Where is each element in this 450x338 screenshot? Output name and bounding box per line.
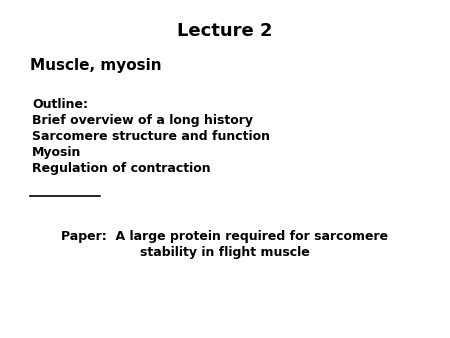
Text: stability in flight muscle: stability in flight muscle xyxy=(140,246,310,259)
Text: Paper:  A large protein required for sarcomere: Paper: A large protein required for sarc… xyxy=(62,230,388,243)
Text: Outline:: Outline: xyxy=(32,98,88,111)
Text: Muscle, myosin: Muscle, myosin xyxy=(30,58,162,73)
Text: Regulation of contraction: Regulation of contraction xyxy=(32,162,211,175)
Text: Myosin: Myosin xyxy=(32,146,81,159)
Text: Sarcomere structure and function: Sarcomere structure and function xyxy=(32,130,270,143)
Text: Brief overview of a long history: Brief overview of a long history xyxy=(32,114,253,127)
Text: Lecture 2: Lecture 2 xyxy=(177,22,273,40)
